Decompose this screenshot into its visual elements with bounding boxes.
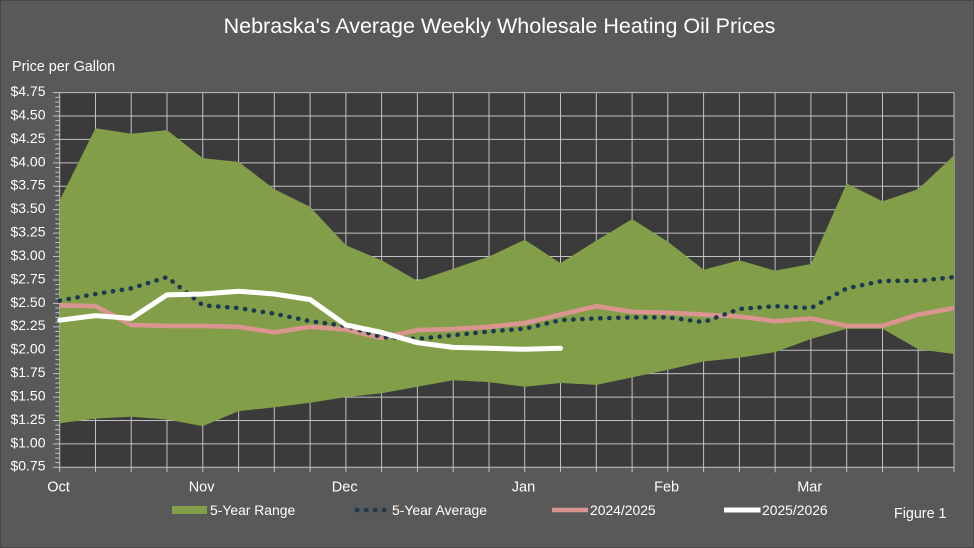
svg-text:$1.75: $1.75 (10, 364, 45, 380)
svg-text:$3.75: $3.75 (10, 177, 45, 193)
svg-text:$4.00: $4.00 (10, 153, 45, 169)
svg-text:Dec: Dec (332, 479, 358, 495)
svg-text:Feb: Feb (654, 479, 679, 495)
svg-text:$1.50: $1.50 (10, 388, 45, 404)
svg-text:$4.50: $4.50 (10, 106, 45, 122)
svg-text:$1.25: $1.25 (10, 411, 45, 427)
svg-text:$3.50: $3.50 (10, 200, 45, 216)
svg-text:Jan: Jan (512, 479, 535, 495)
svg-text:$2.75: $2.75 (10, 270, 45, 286)
svg-text:Nov: Nov (189, 479, 216, 495)
svg-text:Oct: Oct (47, 479, 70, 495)
svg-text:Mar: Mar (797, 479, 822, 495)
svg-text:$2.00: $2.00 (10, 341, 45, 357)
svg-text:$3.25: $3.25 (10, 224, 45, 240)
svg-text:$2.25: $2.25 (10, 317, 45, 333)
svg-text:$2.50: $2.50 (10, 294, 45, 310)
svg-text:$4.75: $4.75 (10, 83, 45, 99)
svg-text:$4.25: $4.25 (10, 130, 45, 146)
svg-text:$0.75: $0.75 (10, 458, 45, 474)
svg-text:$1.00: $1.00 (10, 434, 45, 450)
svg-text:$3.00: $3.00 (10, 247, 45, 263)
